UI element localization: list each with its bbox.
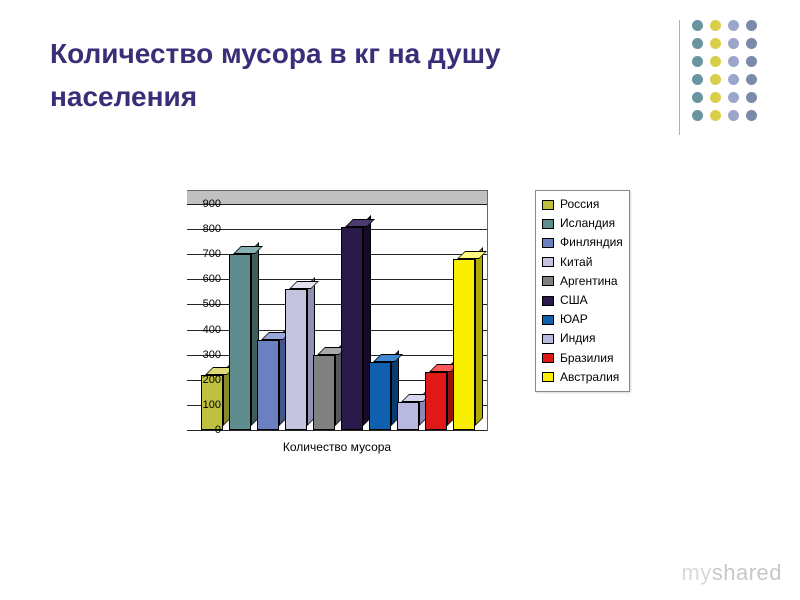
legend-item: США — [542, 291, 623, 310]
legend-swatch — [542, 334, 554, 344]
decor-dot — [728, 38, 739, 49]
bar — [229, 246, 259, 430]
y-tick-label: 600 — [187, 273, 221, 285]
bar — [257, 332, 287, 430]
bar — [313, 347, 343, 430]
legend-swatch — [542, 276, 554, 286]
y-tick-label: 300 — [187, 349, 221, 361]
decor-dot — [692, 74, 703, 85]
legend-label: Бразилия — [560, 349, 614, 368]
legend-swatch — [542, 200, 554, 210]
legend-label: Исландия — [560, 214, 615, 233]
x-axis-label: Количество мусора — [187, 440, 487, 454]
legend-item: Финляндия — [542, 233, 623, 252]
legend-label: Аргентина — [560, 272, 618, 291]
decor-dot — [710, 38, 721, 49]
bar — [341, 219, 371, 430]
legend-item: Австралия — [542, 368, 623, 387]
decor-dot — [746, 38, 757, 49]
decor-dot — [710, 74, 721, 85]
decor-dot — [728, 20, 739, 31]
decor-dot — [746, 56, 757, 67]
chart: Количество мусора 0 100 200 300 400 500 600 700… — [145, 190, 705, 500]
legend-label: Финляндия — [560, 233, 623, 252]
y-tick-label: 400 — [187, 324, 221, 336]
bar — [425, 364, 455, 430]
decor-dot — [710, 92, 721, 103]
y-tick-label: 800 — [187, 223, 221, 235]
legend-swatch — [542, 219, 554, 229]
decor-dot — [746, 92, 757, 103]
legend-label: Индия — [560, 329, 595, 348]
legend-label: США — [560, 291, 588, 310]
legend-label: Россия — [560, 195, 599, 214]
watermark-text: myshared — [681, 560, 782, 585]
legend-item: Аргентина — [542, 272, 623, 291]
legend-item: Россия — [542, 195, 623, 214]
y-tick-label: 700 — [187, 248, 221, 260]
page-title: Количество мусора в кг на душу населения — [50, 32, 590, 119]
legend-item: Бразилия — [542, 349, 623, 368]
decor-dot — [710, 20, 721, 31]
watermark: myshared — [681, 560, 782, 586]
y-tick-label: 100 — [187, 399, 221, 411]
bar — [369, 354, 399, 430]
decor-dot — [728, 74, 739, 85]
legend-swatch — [542, 372, 554, 382]
decor-dot — [710, 56, 721, 67]
slide: Количество мусора в кг на душу населения… — [0, 0, 800, 600]
chart-plot: Количество мусора 0 100 200 300 400 500 600 700… — [145, 190, 525, 470]
legend-label: Китай — [560, 253, 592, 272]
legend-item: ЮАР — [542, 310, 623, 329]
decor-dots — [692, 20, 760, 124]
legend-swatch — [542, 296, 554, 306]
grid-line — [187, 430, 487, 431]
decor-dot — [710, 110, 721, 121]
decor-dot — [728, 56, 739, 67]
y-tick-label: 500 — [187, 298, 221, 310]
decor-dot — [728, 110, 739, 121]
legend-swatch — [542, 238, 554, 248]
decor-dot — [692, 20, 703, 31]
legend-item: Исландия — [542, 214, 623, 233]
legend-swatch — [542, 315, 554, 325]
bars-group — [195, 190, 495, 430]
legend-label: Австралия — [560, 368, 619, 387]
y-tick-label: 900 — [187, 198, 221, 210]
decor-dot — [746, 110, 757, 121]
decor-dot — [746, 74, 757, 85]
legend: РоссияИсландияФинляндияКитайАргентинаСША… — [535, 190, 630, 392]
y-tick-label: 0 — [187, 424, 221, 436]
legend-swatch — [542, 353, 554, 363]
bar — [285, 281, 315, 430]
legend-swatch — [542, 257, 554, 267]
decor-dot — [692, 56, 703, 67]
decor-dot — [692, 38, 703, 49]
y-tick-label: 200 — [187, 374, 221, 386]
bar — [453, 251, 483, 430]
decor-dot — [728, 92, 739, 103]
legend-label: ЮАР — [560, 310, 588, 329]
decor-dot — [746, 20, 757, 31]
decor-dot — [692, 110, 703, 121]
decor-dot — [692, 92, 703, 103]
legend-item: Индия — [542, 329, 623, 348]
legend-item: Китай — [542, 253, 623, 272]
decor-vline — [679, 20, 680, 135]
bar — [397, 394, 427, 430]
